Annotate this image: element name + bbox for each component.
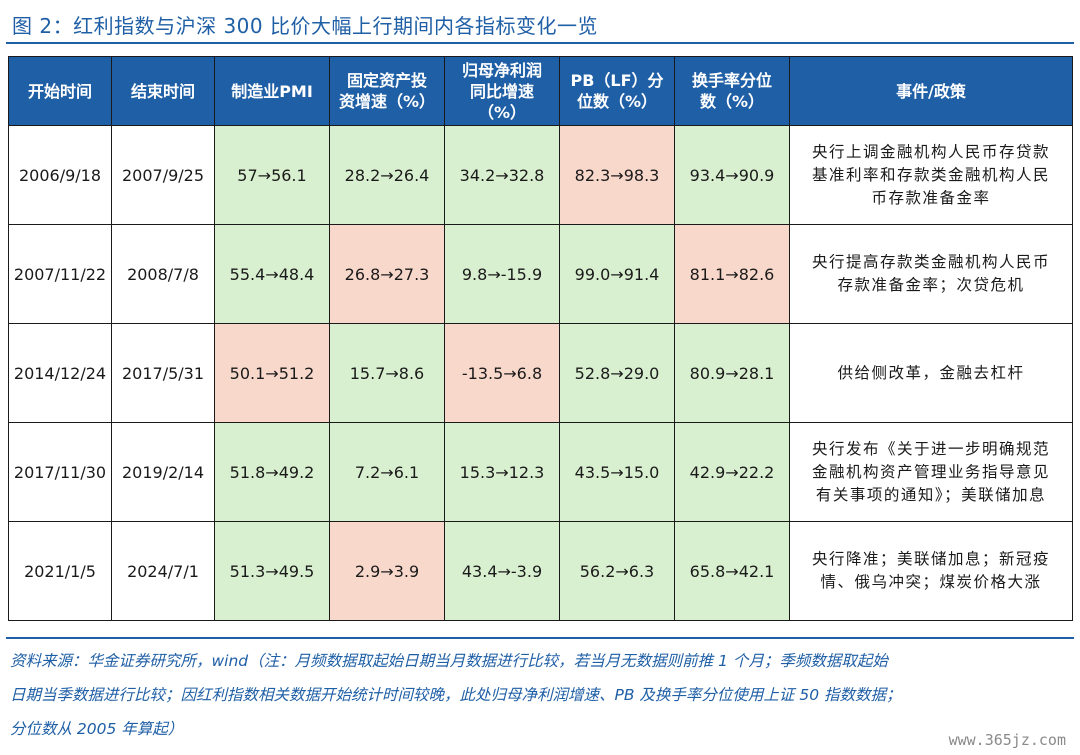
title-divider [6, 42, 1074, 44]
turnover-cell: 80.9→28.1 [674, 323, 790, 423]
net-profit-cell: -13.5→6.8 [444, 323, 560, 423]
event-line: 基准利率和存款类金融机构人民 [811, 165, 1050, 184]
source-divider [6, 637, 1074, 639]
start-date-cell: 2007/11/22 [8, 224, 112, 324]
net-profit-cell: 9.8→-15.9 [444, 224, 560, 324]
header-turnover-percentile: 换手率分位 数（%） [674, 56, 790, 126]
header-end-time: 结束时间 [111, 56, 215, 126]
source-line: 资料来源：华金证券研究所，wind（注：月频数据取起始日期当月数据进行比较，若当… [10, 652, 888, 670]
end-date-cell: 2017/5/31 [111, 323, 215, 423]
event-policy-cell: 央行上调金融机构人民币存贷款 基准利率和存款类金融机构人民 币存款准备金率 [789, 125, 1073, 225]
table-row: 2014/12/24 2017/5/31 50.1→51.2 15.7→8.6 -13.… [8, 323, 1073, 423]
figure-title: 图 2：红利指数与沪深 300 比价大幅上行期间内各指标变化一览 [12, 14, 598, 38]
pmi-cell: 51.8→49.2 [214, 422, 330, 522]
event-line: 情、俄乌冲突；煤炭价格大涨 [820, 573, 1042, 591]
pmi-cell: 50.1→51.2 [214, 323, 330, 423]
pb-cell: 82.3→98.3 [559, 125, 675, 225]
event-policy-cell: 央行降准；美联储加息；新冠疫 情、俄乌冲突；煤炭价格大涨 [789, 521, 1073, 621]
event-line: 央行提高存款类金融机构人民币 [811, 253, 1050, 271]
net-profit-cell: 43.4→-3.9 [444, 521, 560, 621]
header-start-time: 开始时间 [8, 56, 112, 126]
watermark: www.365jz.com [948, 731, 1066, 749]
net-profit-cell: 34.2→32.8 [444, 125, 560, 225]
end-date-cell: 2007/9/25 [111, 125, 215, 225]
fixed-asset-cell: 2.9→3.9 [329, 521, 445, 621]
pmi-cell: 51.3→49.5 [214, 521, 330, 621]
pb-cell: 52.8→29.0 [559, 323, 675, 423]
turnover-cell: 81.1→82.6 [674, 224, 790, 324]
start-date-cell: 2017/11/30 [8, 422, 112, 522]
turnover-cell: 65.8→42.1 [674, 521, 790, 621]
turnover-cell: 93.4→90.9 [674, 125, 790, 225]
pb-cell: 56.2→6.3 [559, 521, 675, 621]
event-line: 有关事项的通知》；美联储加息 [815, 485, 1047, 504]
fixed-asset-cell: 15.7→8.6 [329, 323, 445, 423]
turnover-cell: 42.9→22.2 [674, 422, 790, 522]
event-line: 存款准备金率；次贷危机 [837, 276, 1025, 294]
table-row: 2021/1/5 2024/7/1 51.3→49.5 2.9→3.9 43.4→-3.… [8, 521, 1073, 621]
header-pmi: 制造业PMI [214, 56, 330, 126]
event-policy-cell: 央行发布《关于进一步明确规范 金融机构资产管理业务指导意见 有关事项的通知》；美联储… [789, 422, 1073, 522]
start-date-cell: 2021/1/5 [8, 521, 112, 621]
end-date-cell: 2019/2/14 [111, 422, 215, 522]
pmi-cell: 55.4→48.4 [214, 224, 330, 324]
pb-cell: 99.0→91.4 [559, 224, 675, 324]
pmi-cell: 57→56.1 [214, 125, 330, 225]
net-profit-cell: 15.3→12.3 [444, 422, 560, 522]
header-fixed-asset-growth: 固定资产投 资增速（%） [329, 56, 445, 126]
header-pb-percentile: PB（LF）分 位数（%） [559, 56, 675, 126]
event-line: 供给侧改革，金融去杠杆 [837, 363, 1025, 382]
end-date-cell: 2008/7/8 [111, 224, 215, 324]
end-date-cell: 2024/7/1 [111, 521, 215, 621]
header-net-profit-growth: 归母净利润 同比增速 （%） [444, 56, 560, 126]
table-row: 2006/9/18 2007/9/25 57→56.1 28.2→26.4 34.2→3… [8, 125, 1073, 225]
fixed-asset-cell: 28.2→26.4 [329, 125, 445, 225]
fixed-asset-cell: 26.8→27.3 [329, 224, 445, 324]
event-policy-cell: 供给侧改革，金融去杠杆 [789, 323, 1073, 423]
event-line: 央行上调金融机构人民币存贷款 [811, 142, 1050, 161]
start-date-cell: 2006/9/18 [8, 125, 112, 225]
source-line: 分位数从 2005 年算起） [10, 720, 184, 738]
indicator-table: 开始时间 结束时间 制造业PMI 固定资产投 资增速（%） 归母净利润 同比增速 （%… [8, 56, 1073, 621]
source-line: 日期当季数据进行比较；因红利指数相关数据开始统计时间较晚，此处归母净利润增速、P… [10, 686, 902, 704]
table-row: 2017/11/30 2019/2/14 51.8→49.2 7.2→6.1 15.3→… [8, 422, 1073, 522]
pb-cell: 43.5→15.0 [559, 422, 675, 522]
event-line: 币存款准备金率 [871, 188, 991, 207]
source-note: 资料来源：华金证券研究所，wind（注：月频数据取起始日期当月数据进行比较，若当… [10, 644, 1074, 746]
fixed-asset-cell: 7.2→6.1 [329, 422, 445, 522]
table-row: 2007/11/22 2008/7/8 55.4→48.4 26.8→27.3 9.8→… [8, 224, 1073, 324]
header-row: 开始时间 结束时间 制造业PMI 固定资产投 资增速（%） 归母净利润 同比增速 （%… [8, 56, 1073, 126]
header-event-policy: 事件/政策 [789, 56, 1073, 126]
event-policy-cell: 央行提高存款类金融机构人民币 存款准备金率；次贷危机 [789, 224, 1073, 324]
event-line: 央行降准；美联储加息；新冠疫 [811, 550, 1050, 568]
event-line: 金融机构资产管理业务指导意见 [811, 462, 1050, 481]
event-line: 央行发布《关于进一步明确规范 [811, 439, 1050, 458]
start-date-cell: 2014/12/24 [8, 323, 112, 423]
